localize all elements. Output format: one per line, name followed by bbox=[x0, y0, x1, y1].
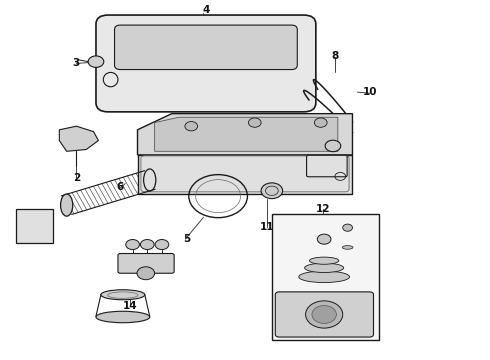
Text: 6: 6 bbox=[117, 182, 124, 192]
Text: 12: 12 bbox=[316, 204, 330, 214]
Polygon shape bbox=[155, 117, 338, 151]
Circle shape bbox=[306, 301, 343, 328]
Circle shape bbox=[318, 234, 331, 244]
Circle shape bbox=[137, 267, 155, 280]
Text: 8: 8 bbox=[332, 51, 339, 61]
FancyBboxPatch shape bbox=[275, 292, 373, 337]
FancyBboxPatch shape bbox=[118, 253, 174, 273]
Text: 14: 14 bbox=[123, 301, 138, 311]
FancyBboxPatch shape bbox=[307, 155, 347, 177]
Text: 11: 11 bbox=[260, 222, 274, 231]
Circle shape bbox=[325, 140, 341, 152]
Text: 5: 5 bbox=[183, 234, 190, 244]
Polygon shape bbox=[59, 126, 98, 151]
Text: 2: 2 bbox=[73, 173, 80, 183]
Text: 10: 10 bbox=[362, 87, 377, 97]
FancyBboxPatch shape bbox=[115, 25, 297, 69]
Text: 13: 13 bbox=[125, 261, 140, 271]
Circle shape bbox=[185, 122, 197, 131]
Ellipse shape bbox=[96, 311, 150, 323]
Polygon shape bbox=[138, 155, 352, 194]
Bar bbox=[272, 214, 379, 339]
Ellipse shape bbox=[310, 257, 339, 264]
Text: 1: 1 bbox=[239, 127, 246, 136]
Circle shape bbox=[141, 239, 154, 249]
Circle shape bbox=[155, 239, 169, 249]
Ellipse shape bbox=[299, 271, 349, 283]
Text: 7: 7 bbox=[29, 222, 36, 231]
Circle shape bbox=[312, 306, 336, 323]
Circle shape bbox=[315, 118, 327, 127]
Ellipse shape bbox=[101, 290, 145, 300]
Circle shape bbox=[261, 183, 283, 199]
Text: 9: 9 bbox=[342, 136, 349, 145]
FancyBboxPatch shape bbox=[96, 15, 316, 112]
Bar bbox=[16, 209, 53, 243]
Polygon shape bbox=[138, 114, 352, 155]
Ellipse shape bbox=[342, 246, 353, 249]
Ellipse shape bbox=[305, 263, 343, 273]
Ellipse shape bbox=[61, 194, 73, 216]
Circle shape bbox=[343, 224, 352, 231]
Circle shape bbox=[248, 118, 261, 127]
Text: 15: 15 bbox=[326, 171, 340, 181]
Text: 3: 3 bbox=[73, 58, 80, 68]
Circle shape bbox=[126, 239, 140, 249]
Text: 4: 4 bbox=[202, 5, 210, 15]
Circle shape bbox=[88, 56, 104, 67]
